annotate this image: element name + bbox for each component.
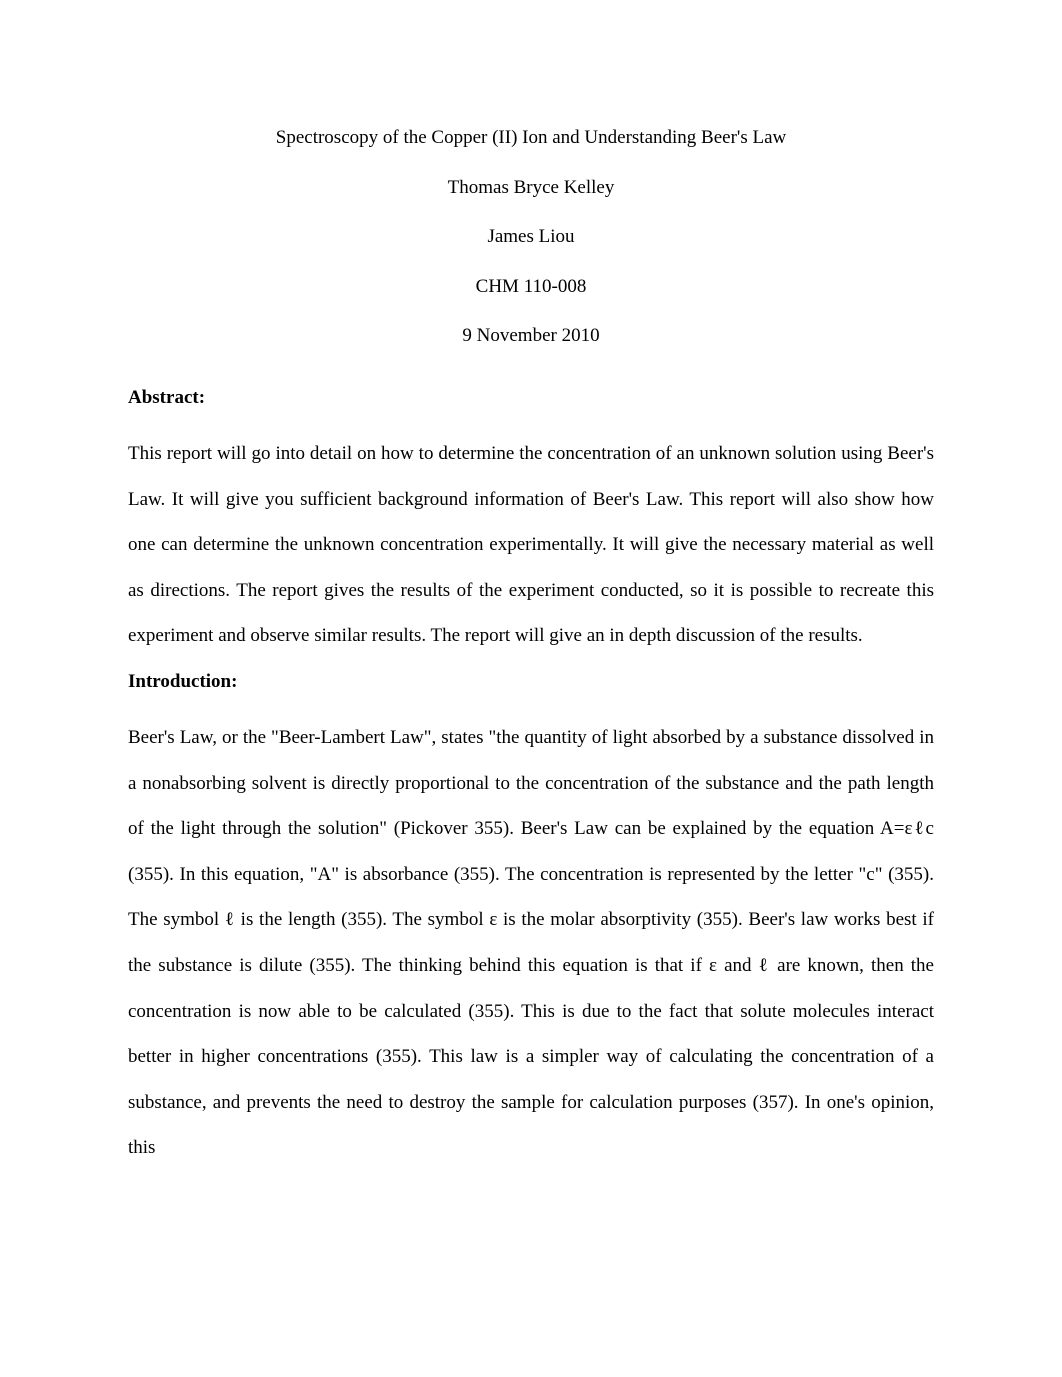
- introduction-body: Beer's Law, or the "Beer-Lambert Law", s…: [128, 715, 934, 1171]
- paper-author: Thomas Bryce Kelley: [128, 165, 934, 211]
- paper-date: 9 November 2010: [128, 313, 934, 359]
- abstract-heading: Abstract:: [128, 387, 934, 409]
- paper-title: Spectroscopy of the Copper (II) Ion and …: [128, 115, 934, 161]
- abstract-body: This report will go into detail on how t…: [128, 431, 934, 659]
- introduction-heading: Introduction:: [128, 671, 934, 693]
- title-block: Spectroscopy of the Copper (II) Ion and …: [128, 115, 934, 359]
- paper-instructor: James Liou: [128, 214, 934, 260]
- paper-course: CHM 110-008: [128, 264, 934, 310]
